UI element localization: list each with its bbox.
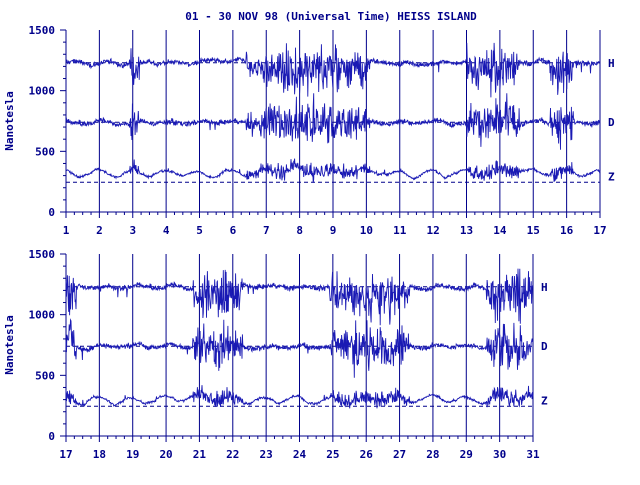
y-tick-label: 1500 [29,248,56,261]
x-tick-label: 5 [196,224,203,237]
x-tick-label: 14 [493,224,507,237]
x-tick-label: 8 [296,224,303,237]
x-tick-label: 24 [293,448,307,461]
x-tick-label: 27 [393,448,406,461]
y-tick-label: 0 [48,430,55,443]
y-tick-label: 1500 [29,24,56,37]
x-tick-label: 11 [393,224,407,237]
x-tick-label: 6 [230,224,237,237]
x-tick-label: 12 [427,224,440,237]
x-tick-label: 17 [59,448,72,461]
y-tick-label: 1000 [29,309,56,322]
x-tick-label: 29 [460,448,473,461]
x-tick-label: 3 [129,224,136,237]
y-axis-title: Nanotesla [3,315,16,375]
x-tick-label: 13 [460,224,473,237]
trace-h [65,42,601,98]
chart-title: 01 - 30 NOV 98 (Universal Time) HEISS IS… [185,10,477,23]
x-tick-label: 9 [330,224,337,237]
x-tick-label: 1 [63,224,70,237]
x-tick-label: 22 [226,448,239,461]
x-tick-label: 21 [193,448,207,461]
trace-d [65,93,601,150]
x-tick-label: 20 [159,448,172,461]
x-tick-label: 26 [360,448,374,461]
x-tick-label: 7 [263,224,270,237]
x-tick-label: 2 [96,224,103,237]
x-tick-label: 23 [260,448,273,461]
y-tick-label: 500 [35,369,55,382]
series-label-d: D [541,340,548,353]
x-tick-label: 10 [360,224,373,237]
trace-z [65,385,534,409]
y-axis-title: Nanotesla [3,91,16,151]
x-tick-label: 30 [493,448,506,461]
x-tick-label: 18 [93,448,106,461]
series-label-d: D [608,116,615,129]
x-tick-label: 31 [526,448,540,461]
series-label-h: H [541,281,548,294]
x-tick-label: 25 [326,448,339,461]
y-tick-label: 500 [35,145,55,158]
x-tick-label: 16 [560,224,574,237]
series-label-h: H [608,57,615,70]
x-tick-label: 15 [527,224,540,237]
series-label-z: Z [541,394,548,407]
trace-h [65,268,534,326]
x-tick-label: 4 [163,224,170,237]
y-tick-label: 0 [48,206,55,219]
x-tick-label: 28 [426,448,439,461]
x-tick-label: 17 [593,224,606,237]
series-label-z: Z [608,170,615,183]
trace-z [65,158,601,183]
y-tick-label: 1000 [29,85,56,98]
x-tick-label: 19 [126,448,139,461]
trace-d [65,318,534,378]
